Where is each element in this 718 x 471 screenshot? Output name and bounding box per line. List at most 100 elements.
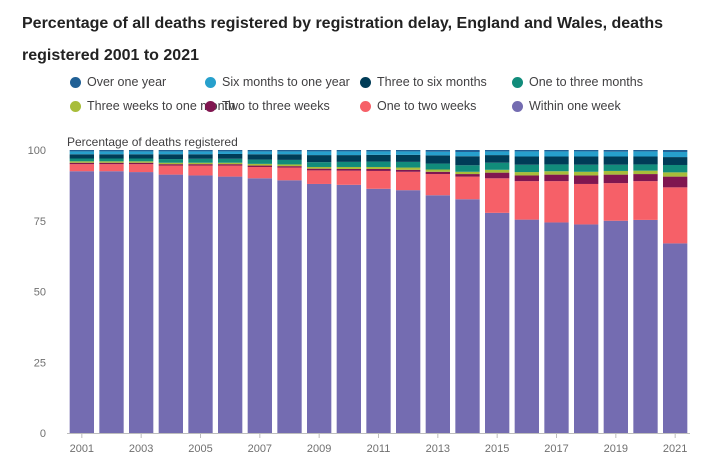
x-tick-label-2015: 2015: [485, 443, 509, 455]
y-tick-label-0: 0: [40, 428, 46, 440]
bar-group-2008: [277, 150, 302, 433]
bar-segment-two-to-three-weeks-2012: [396, 169, 421, 172]
bar-segment-three-weeks-to-one-month-2006: [218, 162, 243, 165]
bar-segment-one-to-three-months-2020: [633, 164, 658, 171]
bar-segment-three-to-six-months-2011: [366, 154, 391, 162]
bar-segment-one-to-three-months-2003: [129, 158, 154, 162]
legend-label: Six months to one year: [222, 75, 350, 89]
legend-label: Three to six months: [377, 75, 487, 89]
bar-segment-two-to-three-weeks-2011: [366, 168, 391, 171]
bar-segment-two-to-three-weeks-2017: [544, 174, 569, 182]
bar-segment-one-to-three-months-2009: [307, 162, 332, 167]
bar-segment-three-to-six-months-2020: [633, 156, 658, 165]
legend-swatch: [205, 100, 216, 112]
bar-segment-over-one-year-2015: [485, 150, 510, 152]
bar-segment-one-to-three-months-2012: [396, 161, 421, 168]
legend-swatch: [360, 100, 371, 112]
bar-segment-two-to-three-weeks-2004: [158, 164, 183, 166]
x-tick-label-2007: 2007: [248, 443, 272, 455]
bar-segment-over-one-year-2017: [544, 150, 569, 152]
bar-segment-within-one-week-2009: [307, 183, 332, 433]
bar-segment-three-to-six-months-2021: [663, 157, 688, 165]
bar-group-2018: [574, 150, 599, 433]
bar-segment-one-to-three-months-2016: [514, 164, 539, 173]
bar-segment-three-weeks-to-one-month-2012: [396, 167, 421, 170]
x-tick-label-2011: 2011: [367, 443, 391, 455]
bar-segment-two-to-three-weeks-2020: [633, 174, 658, 182]
bar-segment-within-one-week-2019: [603, 220, 628, 433]
bar-segment-two-to-three-weeks-2001: [69, 162, 94, 165]
bar-segment-one-to-two-weeks-2016: [514, 181, 539, 220]
bar-segment-within-one-week-2003: [129, 172, 154, 433]
bar-segment-three-weeks-to-one-month-2005: [188, 162, 213, 165]
bar-group-2004: [158, 150, 183, 433]
bar-segment-three-weeks-to-one-month-2003: [129, 161, 154, 163]
legend-label: Two to three weeks: [222, 99, 330, 113]
bar-segment-two-to-three-weeks-2005: [188, 164, 213, 166]
bar-segment-three-to-six-months-2014: [455, 156, 480, 166]
bar-segment-one-to-three-months-2017: [544, 164, 569, 172]
x-tick-label-2017: 2017: [544, 443, 568, 455]
legend-item-two-to-three-weeks: Two to three weeks: [205, 99, 330, 113]
bar-segment-over-one-year-2012: [396, 150, 421, 152]
legend-label: One to two weeks: [377, 99, 477, 113]
bar-segment-over-one-year-2020: [633, 150, 658, 152]
bar-segment-three-to-six-months-2001: [69, 154, 94, 159]
legend-swatch: [70, 76, 81, 88]
bar-segment-one-to-three-months-2001: [69, 158, 94, 162]
bar-segment-three-weeks-to-one-month-2001: [69, 161, 94, 163]
legend-swatch: [360, 76, 371, 88]
bar-segment-one-to-three-months-2010: [336, 161, 361, 167]
bar-segment-three-to-six-months-2018: [574, 156, 599, 165]
bar-segment-six-months-to-one-year-2005: [188, 151, 213, 155]
bar-group-2021: [663, 150, 688, 433]
bar-segment-within-one-week-2021: [663, 243, 688, 433]
bar-segment-one-to-two-weeks-2007: [247, 166, 272, 179]
bar-segment-one-to-three-months-2008: [277, 159, 302, 165]
bar-segment-three-weeks-to-one-month-2019: [603, 170, 628, 175]
chart-title: Percentage of all deaths registered by r…: [22, 15, 664, 64]
bar-segment-three-weeks-to-one-month-2017: [544, 171, 569, 175]
bar-segment-three-to-six-months-2012: [396, 154, 421, 162]
bar-segment-within-one-week-2011: [366, 188, 391, 433]
bar-segment-six-months-to-one-year-2004: [158, 151, 183, 155]
bar-segment-one-to-two-weeks-2001: [69, 164, 94, 172]
bar-segment-six-months-to-one-year-2020: [633, 151, 658, 157]
bar-segment-two-to-three-weeks-2006: [218, 164, 243, 166]
bar-group-2005: [188, 150, 213, 433]
bar-segment-three-to-six-months-2019: [603, 156, 628, 165]
bar-group-2012: [396, 150, 421, 433]
bar-segment-three-weeks-to-one-month-2010: [336, 166, 361, 169]
bar-segment-three-weeks-to-one-month-2013: [425, 169, 450, 172]
bar-segment-one-to-three-months-2013: [425, 163, 450, 170]
x-tick-label-2019: 2019: [604, 443, 628, 455]
bar-segment-one-to-two-weeks-2018: [574, 183, 599, 225]
bar-segment-three-to-six-months-2004: [158, 154, 183, 160]
bar-segment-within-one-week-2007: [247, 178, 272, 433]
bar-segment-two-to-three-weeks-2007: [247, 165, 272, 167]
bar-segment-over-one-year-2011: [366, 150, 391, 152]
bar-segment-one-to-two-weeks-2012: [396, 171, 421, 191]
bar-segment-one-to-two-weeks-2002: [99, 164, 124, 172]
bar-group-2003: [129, 150, 154, 433]
bar-group-2015: [485, 150, 510, 433]
bar-segment-one-to-three-months-2007: [247, 159, 272, 164]
bar-segment-over-one-year-2002: [99, 150, 124, 152]
bar-segment-six-months-to-one-year-2003: [129, 151, 154, 155]
bar-segment-one-to-two-weeks-2011: [366, 170, 391, 189]
bar-segment-three-weeks-to-one-month-2011: [366, 166, 391, 169]
bar-segment-two-to-three-weeks-2008: [277, 166, 302, 168]
legend-item-six-months-to-one-year: Six months to one year: [205, 75, 350, 89]
bar-segment-one-to-two-weeks-2017: [544, 181, 569, 223]
bar-segment-within-one-week-2017: [544, 222, 569, 433]
bar-segment-three-to-six-months-2009: [307, 155, 332, 163]
y-tick-label-100: 100: [28, 145, 46, 157]
bar-segment-three-to-six-months-2003: [129, 154, 154, 159]
legend-label: Over one year: [87, 75, 167, 89]
bar-segment-three-to-six-months-2002: [99, 154, 124, 159]
bar-group-2006: [218, 150, 243, 433]
bar-segment-three-to-six-months-2016: [514, 156, 539, 165]
bar-segment-one-to-two-weeks-2009: [307, 170, 332, 184]
bar-segment-one-to-three-months-2011: [366, 161, 391, 167]
bar-segment-three-weeks-to-one-month-2002: [99, 161, 124, 163]
